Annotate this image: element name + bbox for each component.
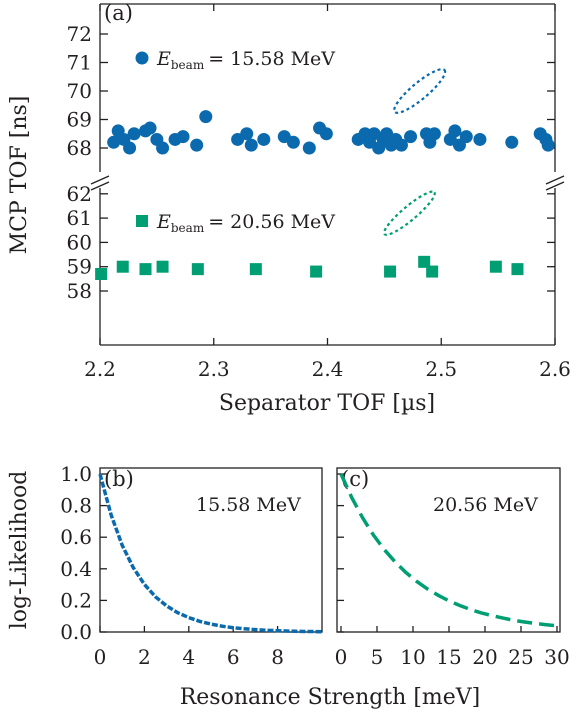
data-point-green xyxy=(511,263,524,276)
data-point-blue xyxy=(190,138,204,152)
data-point-blue xyxy=(473,132,487,146)
y-tick-label-lower: 62 xyxy=(67,182,92,206)
x-tick-label-a: 2.6 xyxy=(539,357,571,381)
x-tick-label-b: 2 xyxy=(138,645,151,669)
y-tick-label-lower: 58 xyxy=(67,279,92,303)
panel-c: (c) 20.56 MeV 0 5 10 15 20 25 30 xyxy=(335,467,570,669)
y-axis-label-a: MCP TOF [ns] xyxy=(7,96,32,255)
data-point-blue xyxy=(143,121,157,135)
data-point-blue xyxy=(541,138,555,152)
panel-b-label: (b) xyxy=(104,467,134,491)
data-point-blue xyxy=(427,127,441,141)
y-tick-label-lower: 59 xyxy=(67,255,92,279)
x-tick-label-b: 8 xyxy=(271,645,284,669)
panel-b-frame xyxy=(99,467,323,633)
y-tick-label-b: 0.4 xyxy=(60,557,92,581)
y-axis-label-b: log-Likelihood xyxy=(7,471,32,630)
data-point-blue xyxy=(319,127,333,141)
data-point-green xyxy=(95,267,108,280)
panel-a-label: (a) xyxy=(104,1,133,25)
x-tick-label-a: 2.5 xyxy=(425,357,457,381)
data-point-blue xyxy=(448,124,462,138)
x-tick-label-a: 2.4 xyxy=(312,357,344,381)
data-point-blue xyxy=(240,127,254,141)
panel-b-annotation: 15.58 MeV xyxy=(196,494,301,516)
panel-b-ticks: 0 2 4 6 8 0.0 0.2 0.4 0.6 0.8 1.0 xyxy=(60,462,284,669)
x-axis-label-a: Separator TOF [µs] xyxy=(219,391,435,416)
x-ticks-panel-a: 2.2 2.3 2.4 2.5 2.6 xyxy=(84,4,571,381)
upper-y-ticks: 68 69 70 71 72 xyxy=(67,22,555,160)
likelihood-curve-20-56 xyxy=(339,473,558,628)
legend-blue: Ebeam = 15.58 MeV xyxy=(135,48,335,72)
panel-c-frame xyxy=(336,467,561,633)
y-tick-label-upper: 68 xyxy=(67,136,92,160)
data-point-blue xyxy=(394,138,408,152)
series-20-56-mev xyxy=(95,255,524,280)
x-tick-label-c: 15 xyxy=(436,645,461,669)
y-tick-label-lower: 61 xyxy=(67,206,92,230)
x-tick-label-b: 6 xyxy=(227,645,240,669)
x-tick-label-c: 10 xyxy=(400,645,425,669)
x-tick-label-b: 0 xyxy=(94,645,107,669)
panel-b: (b) 15.58 MeV 0 2 4 6 8 0.0 0.2 0.4 0.6 0.8 1.0 lo… xyxy=(7,462,323,669)
x-tick-label-c: 20 xyxy=(472,645,497,669)
data-point-green xyxy=(384,265,397,278)
y-tick-label-b: 0.0 xyxy=(60,620,92,644)
data-point-green xyxy=(489,260,502,273)
x-tick-label-a: 2.2 xyxy=(84,357,116,381)
legend-green: Ebeam = 20.56 MeV xyxy=(136,211,335,235)
data-point-blue xyxy=(257,132,271,146)
legend-green-marker xyxy=(136,215,148,227)
x-tick-label-c: 5 xyxy=(371,645,384,669)
data-point-blue xyxy=(123,141,137,155)
legend-blue-label: Ebeam = 15.58 MeV xyxy=(156,48,335,72)
x-tick-label-c: 30 xyxy=(544,645,569,669)
data-point-blue xyxy=(107,135,121,149)
x-tick-label-c: 25 xyxy=(508,645,533,669)
panel-c-annotation: 20.56 MeV xyxy=(433,494,538,516)
y-tick-label-upper: 72 xyxy=(67,22,92,46)
y-tick-label-b: 0.8 xyxy=(60,494,92,518)
data-point-green xyxy=(116,260,129,273)
uncertainty-ellipse-blue xyxy=(393,68,447,114)
y-tick-label-upper: 69 xyxy=(67,108,92,132)
x-tick-label-c: 0 xyxy=(335,645,348,669)
axis-break-marks xyxy=(90,175,565,191)
y-tick-label-lower: 60 xyxy=(67,230,92,254)
data-point-blue xyxy=(156,141,170,155)
data-point-green xyxy=(426,265,439,278)
x-axis-label-bottom: Resonance Strength [meV] xyxy=(180,685,481,710)
likelihood-curve-15-58 xyxy=(98,473,323,634)
data-point-blue xyxy=(459,130,473,144)
y-tick-label-b: 0.2 xyxy=(60,588,92,612)
y-tick-label-upper: 70 xyxy=(67,79,92,103)
data-point-green xyxy=(191,263,204,276)
x-tick-label-b: 4 xyxy=(182,645,195,669)
data-point-green xyxy=(249,263,262,276)
y-tick-label-b: 0.6 xyxy=(60,525,92,549)
data-point-blue xyxy=(176,130,190,144)
data-point-blue xyxy=(404,130,418,144)
x-tick-label-a: 2.3 xyxy=(198,357,230,381)
series-15-58-mev xyxy=(107,110,555,155)
data-point-green xyxy=(139,263,152,276)
data-point-blue xyxy=(286,135,300,149)
uncertainty-ellipse-green xyxy=(382,190,436,236)
legend-blue-marker xyxy=(135,51,149,65)
legend-green-label: Ebeam = 20.56 MeV xyxy=(156,211,335,235)
data-point-blue xyxy=(199,110,213,124)
data-point-blue xyxy=(505,135,519,149)
data-point-green xyxy=(418,255,431,268)
data-point-blue xyxy=(127,127,141,141)
data-point-blue xyxy=(302,141,316,155)
data-point-green xyxy=(310,265,323,278)
panel-c-ticks: 0 5 10 15 20 25 30 xyxy=(335,473,570,669)
y-tick-label-b: 1.0 xyxy=(60,462,92,486)
data-point-blue xyxy=(244,138,258,152)
data-point-green xyxy=(156,260,169,273)
y-tick-label-upper: 71 xyxy=(67,51,92,75)
